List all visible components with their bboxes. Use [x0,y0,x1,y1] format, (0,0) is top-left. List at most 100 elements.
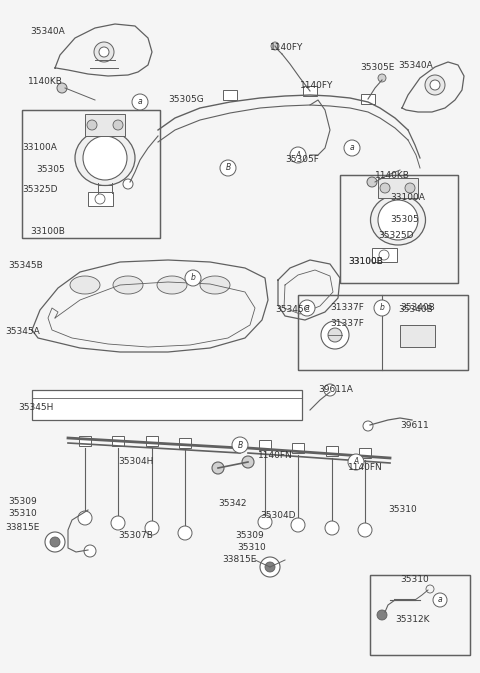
Bar [303,86,317,96]
Circle shape [265,562,275,572]
Ellipse shape [157,276,187,294]
Circle shape [321,321,349,349]
Text: 33100B: 33100B [30,227,65,236]
Circle shape [290,147,306,163]
Circle shape [145,521,159,535]
Bar [370,575,470,655]
Bar [340,175,458,283]
Text: A: A [295,151,300,160]
Bar [88,192,113,206]
Text: 35342: 35342 [218,499,247,507]
Text: 35307B: 35307B [118,532,153,540]
Text: a: a [138,98,142,106]
Text: 31337F: 31337F [330,304,364,312]
Text: 35305G: 35305G [168,96,204,104]
Text: b: b [380,304,384,312]
Bar [85,114,125,136]
Bar [372,248,397,262]
Text: 35310: 35310 [400,575,429,584]
Circle shape [99,47,109,57]
Text: 33100A: 33100A [22,143,57,153]
Bar [361,94,375,104]
Bar [223,90,237,100]
Bar [112,436,124,446]
Circle shape [291,518,305,532]
Text: 35310: 35310 [237,542,266,551]
Circle shape [324,384,336,396]
Ellipse shape [70,276,100,294]
Text: A: A [353,458,359,466]
Ellipse shape [371,195,425,245]
Text: 1140FN: 1140FN [348,464,383,472]
Text: B: B [238,441,242,450]
Circle shape [258,515,272,529]
Circle shape [348,454,364,470]
Circle shape [232,437,248,453]
Circle shape [299,300,315,316]
Bar [259,440,271,450]
Bar [22,110,160,238]
Bar [298,295,468,370]
Circle shape [430,80,440,90]
Text: 1140FY: 1140FY [300,81,334,90]
Text: 35345H: 35345H [18,402,53,411]
Circle shape [57,83,67,93]
Text: 1140KB: 1140KB [28,77,63,87]
Circle shape [178,526,192,540]
Text: B: B [226,164,230,172]
Circle shape [405,183,415,193]
Circle shape [260,557,280,577]
Circle shape [363,421,373,431]
Text: 35340A: 35340A [30,28,65,36]
Text: 35305: 35305 [36,166,65,174]
Text: 35304D: 35304D [260,511,296,520]
Circle shape [113,120,123,130]
Circle shape [83,136,127,180]
Circle shape [378,74,386,82]
Text: 35310: 35310 [8,509,37,518]
Text: a: a [438,596,442,604]
Circle shape [185,270,201,286]
Circle shape [220,160,236,176]
Ellipse shape [75,131,135,186]
Circle shape [344,140,360,156]
Circle shape [212,462,224,474]
Text: 35345C: 35345C [275,306,310,314]
Circle shape [380,183,390,193]
Text: a: a [350,143,354,153]
Text: 35304H: 35304H [118,458,154,466]
Bar [292,443,304,453]
Circle shape [50,537,60,547]
Text: 1140KB: 1140KB [375,170,410,180]
Text: 35325D: 35325D [378,230,413,240]
Text: 35309: 35309 [8,497,37,507]
Bar [146,436,158,446]
Circle shape [242,456,254,468]
Bar [359,448,371,458]
Text: 39611: 39611 [400,421,429,431]
Bar [79,436,91,446]
Circle shape [94,42,114,62]
Circle shape [78,511,92,525]
Bar [370,575,470,655]
Circle shape [378,200,418,240]
Text: 33815E: 33815E [222,555,256,565]
Circle shape [328,328,342,342]
Circle shape [123,179,133,189]
Text: 35325D: 35325D [22,186,58,194]
Bar [22,110,160,238]
Text: 35305E: 35305E [360,63,395,73]
Text: 33100B: 33100B [348,258,383,267]
Text: 35310: 35310 [388,505,417,514]
Bar [340,175,458,283]
Text: 1140FY: 1140FY [270,44,303,52]
Circle shape [358,523,372,537]
Text: 35340A: 35340A [398,61,433,69]
Bar [400,325,435,347]
Text: 35309: 35309 [235,530,264,540]
Circle shape [425,75,445,95]
Text: 35340B: 35340B [400,304,435,312]
Circle shape [87,120,97,130]
Circle shape [367,177,377,187]
Text: 33100A: 33100A [390,194,425,203]
